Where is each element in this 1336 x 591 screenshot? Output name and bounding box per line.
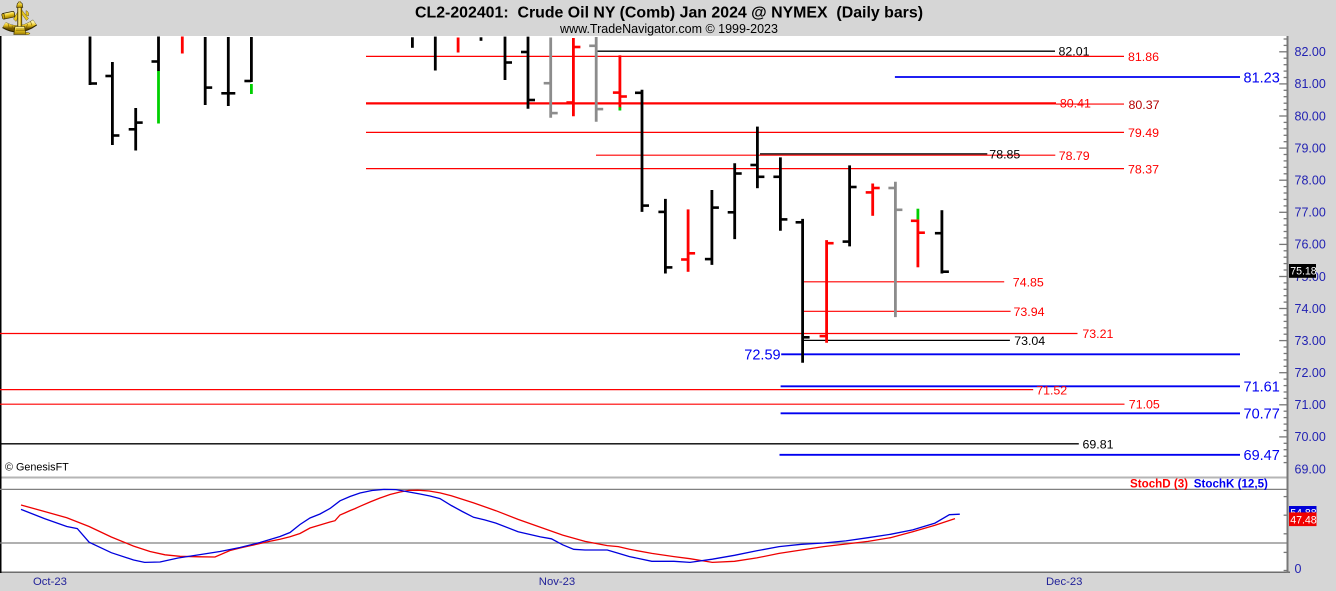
svg-text:78.00: 78.00 bbox=[1295, 174, 1326, 188]
svg-text:Dec-23: Dec-23 bbox=[1046, 576, 1082, 588]
svg-text:69.81: 69.81 bbox=[1083, 437, 1114, 451]
svg-text:81.86: 81.86 bbox=[1128, 50, 1159, 64]
svg-text:82.01: 82.01 bbox=[1059, 45, 1090, 59]
svg-text:79.00: 79.00 bbox=[1295, 141, 1326, 155]
svg-text:78.85: 78.85 bbox=[989, 147, 1020, 161]
svg-text:69.00: 69.00 bbox=[1295, 462, 1326, 476]
svg-text:47.48: 47.48 bbox=[1290, 514, 1317, 526]
svg-text:0: 0 bbox=[1295, 562, 1302, 576]
svg-text:81.00: 81.00 bbox=[1295, 77, 1326, 91]
svg-text:80.37: 80.37 bbox=[1129, 98, 1160, 112]
svg-text:73.21: 73.21 bbox=[1082, 327, 1113, 341]
svg-text:77.00: 77.00 bbox=[1295, 206, 1326, 220]
svg-text:74.00: 74.00 bbox=[1295, 302, 1326, 316]
svg-text:StochD (3): StochD (3) bbox=[1130, 478, 1188, 491]
svg-text:74.85: 74.85 bbox=[1013, 275, 1044, 289]
svg-text:78.37: 78.37 bbox=[1128, 162, 1159, 176]
svg-text:73.00: 73.00 bbox=[1295, 334, 1326, 348]
svg-text:78.79: 78.79 bbox=[1059, 149, 1090, 163]
svg-text:www.TradeNavigator.com © 1999-: www.TradeNavigator.com © 1999-2023 bbox=[559, 22, 778, 36]
svg-text:80.00: 80.00 bbox=[1295, 109, 1326, 123]
svg-text:76.00: 76.00 bbox=[1295, 238, 1326, 252]
svg-text:69.47: 69.47 bbox=[1244, 448, 1280, 464]
svg-text:Nov-23: Nov-23 bbox=[539, 576, 575, 588]
svg-text:71.00: 71.00 bbox=[1295, 398, 1326, 412]
svg-text:Oct-23: Oct-23 bbox=[33, 576, 67, 588]
svg-text:80.41: 80.41 bbox=[1060, 96, 1091, 110]
svg-text:70.00: 70.00 bbox=[1295, 430, 1326, 444]
svg-text:75.18: 75.18 bbox=[1290, 266, 1317, 278]
svg-text:73.04: 73.04 bbox=[1014, 334, 1045, 348]
svg-text:79.49: 79.49 bbox=[1128, 126, 1159, 140]
svg-text:CL2-202401: Crude Oil NY (Com: CL2-202401: Crude Oil NY (Comb) Jan 2024… bbox=[415, 4, 923, 21]
svg-text:StochK (12,5): StochK (12,5) bbox=[1194, 478, 1268, 491]
svg-text:71.05: 71.05 bbox=[1129, 398, 1160, 412]
svg-text:© GenesisFT: © GenesisFT bbox=[5, 462, 69, 474]
svg-text:71.52: 71.52 bbox=[1036, 383, 1067, 397]
svg-text:70.77: 70.77 bbox=[1244, 407, 1280, 423]
svg-text:82.00: 82.00 bbox=[1295, 45, 1326, 59]
svg-text:71.61: 71.61 bbox=[1244, 380, 1280, 396]
svg-text:81.23: 81.23 bbox=[1244, 71, 1280, 87]
svg-text:73.94: 73.94 bbox=[1014, 305, 1045, 319]
svg-text:72.00: 72.00 bbox=[1295, 366, 1326, 380]
svg-text:72.59: 72.59 bbox=[744, 348, 780, 364]
